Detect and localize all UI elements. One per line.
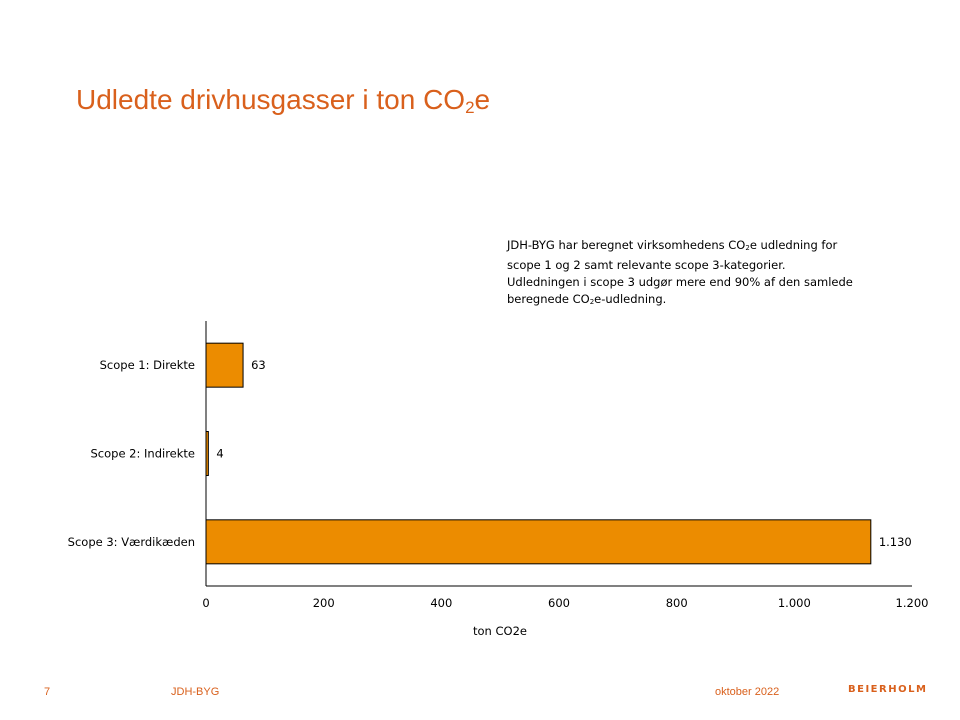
data-label: 4	[216, 447, 223, 461]
bar	[205, 519, 872, 565]
page-number: 7	[44, 686, 51, 698]
note-line-1: JDH-BYG har beregnet virksomhedens CO2e …	[507, 238, 838, 252]
footer-date: oktober 2022	[715, 686, 780, 698]
x-tick-label: 400	[430, 596, 452, 610]
x-tick-label: 0	[202, 596, 209, 610]
x-tick-label: 800	[666, 596, 688, 610]
beierholm-logo: BEIERHOLM	[848, 684, 928, 695]
note-line-4: beregnede CO2e-udledning.	[507, 292, 667, 306]
note-line-3: Udledningen i scope 3 udgør mere end 90%…	[507, 275, 853, 289]
data-label: 63	[251, 358, 266, 372]
note-line-2: scope 1 og 2 samt relevante scope 3-kate…	[507, 258, 786, 272]
x-tick-label: 1.200	[896, 596, 929, 610]
category-label: Scope 2: Indirekte	[90, 447, 195, 461]
category-label: Scope 1: Direkte	[100, 358, 195, 372]
x-tick-label: 200	[313, 596, 335, 610]
x-axis-title: ton CO2e	[473, 624, 527, 638]
bar	[205, 342, 244, 388]
chart-note: JDH-BYG har beregnet virksomhedens CO2e …	[507, 237, 907, 311]
x-tick-label: 600	[548, 596, 570, 610]
x-tick-label: 1.000	[778, 596, 811, 610]
data-label: 1.130	[879, 535, 912, 549]
page-title: Udledte drivhusgasser i ton CO2e	[76, 84, 491, 117]
category-label: Scope 3: Værdikæden	[68, 535, 195, 549]
footer-company: JDH-BYG	[171, 686, 220, 698]
